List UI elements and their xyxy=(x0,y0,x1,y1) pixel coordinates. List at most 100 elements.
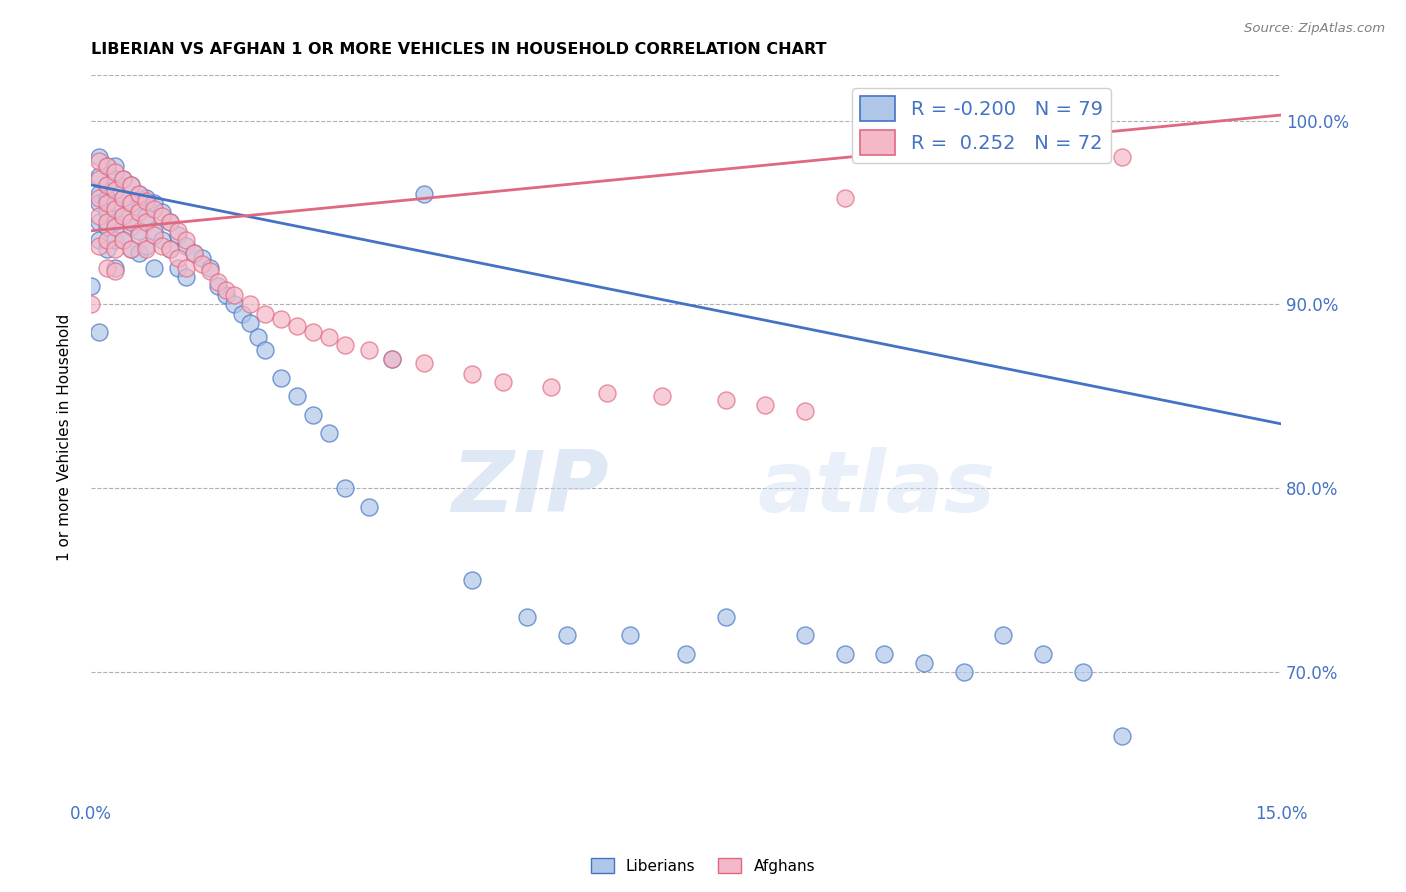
Point xyxy=(111,233,134,247)
Point xyxy=(619,628,641,642)
Point xyxy=(135,242,157,256)
Point xyxy=(128,224,150,238)
Point xyxy=(215,283,238,297)
Point xyxy=(167,224,190,238)
Point xyxy=(675,647,697,661)
Point xyxy=(96,178,118,192)
Point xyxy=(1111,150,1133,164)
Point xyxy=(96,160,118,174)
Point xyxy=(87,153,110,168)
Point xyxy=(333,338,356,352)
Point xyxy=(87,238,110,252)
Point xyxy=(159,214,181,228)
Text: Source: ZipAtlas.com: Source: ZipAtlas.com xyxy=(1244,22,1385,36)
Point xyxy=(1032,132,1054,146)
Point xyxy=(595,385,617,400)
Point xyxy=(135,214,157,228)
Point xyxy=(87,187,110,202)
Point xyxy=(167,260,190,275)
Point xyxy=(285,389,308,403)
Point xyxy=(104,220,127,235)
Point xyxy=(96,233,118,247)
Point xyxy=(207,279,229,293)
Point xyxy=(270,371,292,385)
Point xyxy=(87,209,110,223)
Point xyxy=(183,246,205,260)
Point xyxy=(128,202,150,216)
Point xyxy=(96,260,118,275)
Point xyxy=(87,325,110,339)
Point xyxy=(222,297,245,311)
Point xyxy=(96,214,118,228)
Point xyxy=(104,202,127,216)
Point xyxy=(80,297,103,311)
Point xyxy=(174,269,197,284)
Point xyxy=(128,187,150,202)
Point xyxy=(111,191,134,205)
Point xyxy=(104,233,127,247)
Point xyxy=(207,275,229,289)
Point xyxy=(128,227,150,242)
Point xyxy=(143,224,166,238)
Point xyxy=(159,242,181,256)
Point xyxy=(834,191,856,205)
Point xyxy=(87,196,110,211)
Point xyxy=(183,246,205,260)
Point xyxy=(1071,665,1094,679)
Point xyxy=(120,220,142,235)
Legend: R = -0.200   N = 79, R =  0.252   N = 72: R = -0.200 N = 79, R = 0.252 N = 72 xyxy=(852,88,1111,163)
Point xyxy=(150,205,173,219)
Point xyxy=(492,375,515,389)
Point xyxy=(357,500,380,514)
Text: ZIP: ZIP xyxy=(451,447,609,530)
Legend: Liberians, Afghans: Liberians, Afghans xyxy=(585,852,821,880)
Point xyxy=(302,325,325,339)
Point xyxy=(159,242,181,256)
Point xyxy=(87,233,110,247)
Point xyxy=(993,628,1015,642)
Point xyxy=(318,330,340,344)
Point xyxy=(96,160,118,174)
Point xyxy=(120,178,142,192)
Y-axis label: 1 or more Vehicles in Household: 1 or more Vehicles in Household xyxy=(58,314,72,561)
Point xyxy=(87,150,110,164)
Point xyxy=(302,408,325,422)
Point xyxy=(111,233,134,247)
Point xyxy=(143,227,166,242)
Point xyxy=(87,169,110,183)
Point xyxy=(111,172,134,186)
Point xyxy=(381,352,404,367)
Point xyxy=(150,209,173,223)
Point xyxy=(104,183,127,197)
Point xyxy=(104,196,127,211)
Point xyxy=(96,178,118,192)
Point xyxy=(174,260,197,275)
Point xyxy=(104,214,127,228)
Point xyxy=(318,425,340,440)
Point xyxy=(215,288,238,302)
Point xyxy=(231,307,253,321)
Point xyxy=(104,264,127,278)
Point xyxy=(159,214,181,228)
Point xyxy=(461,573,484,587)
Point xyxy=(239,297,262,311)
Point xyxy=(104,260,127,275)
Point xyxy=(333,481,356,495)
Point xyxy=(873,647,896,661)
Point xyxy=(120,214,142,228)
Point xyxy=(794,628,817,642)
Point xyxy=(198,260,221,275)
Point xyxy=(104,165,127,179)
Point xyxy=(555,628,578,642)
Point xyxy=(128,187,150,202)
Point xyxy=(135,209,157,223)
Point xyxy=(150,238,173,252)
Point xyxy=(222,288,245,302)
Point xyxy=(794,404,817,418)
Point xyxy=(254,307,277,321)
Point xyxy=(87,214,110,228)
Point xyxy=(191,257,214,271)
Point xyxy=(87,191,110,205)
Point xyxy=(357,343,380,358)
Point xyxy=(516,609,538,624)
